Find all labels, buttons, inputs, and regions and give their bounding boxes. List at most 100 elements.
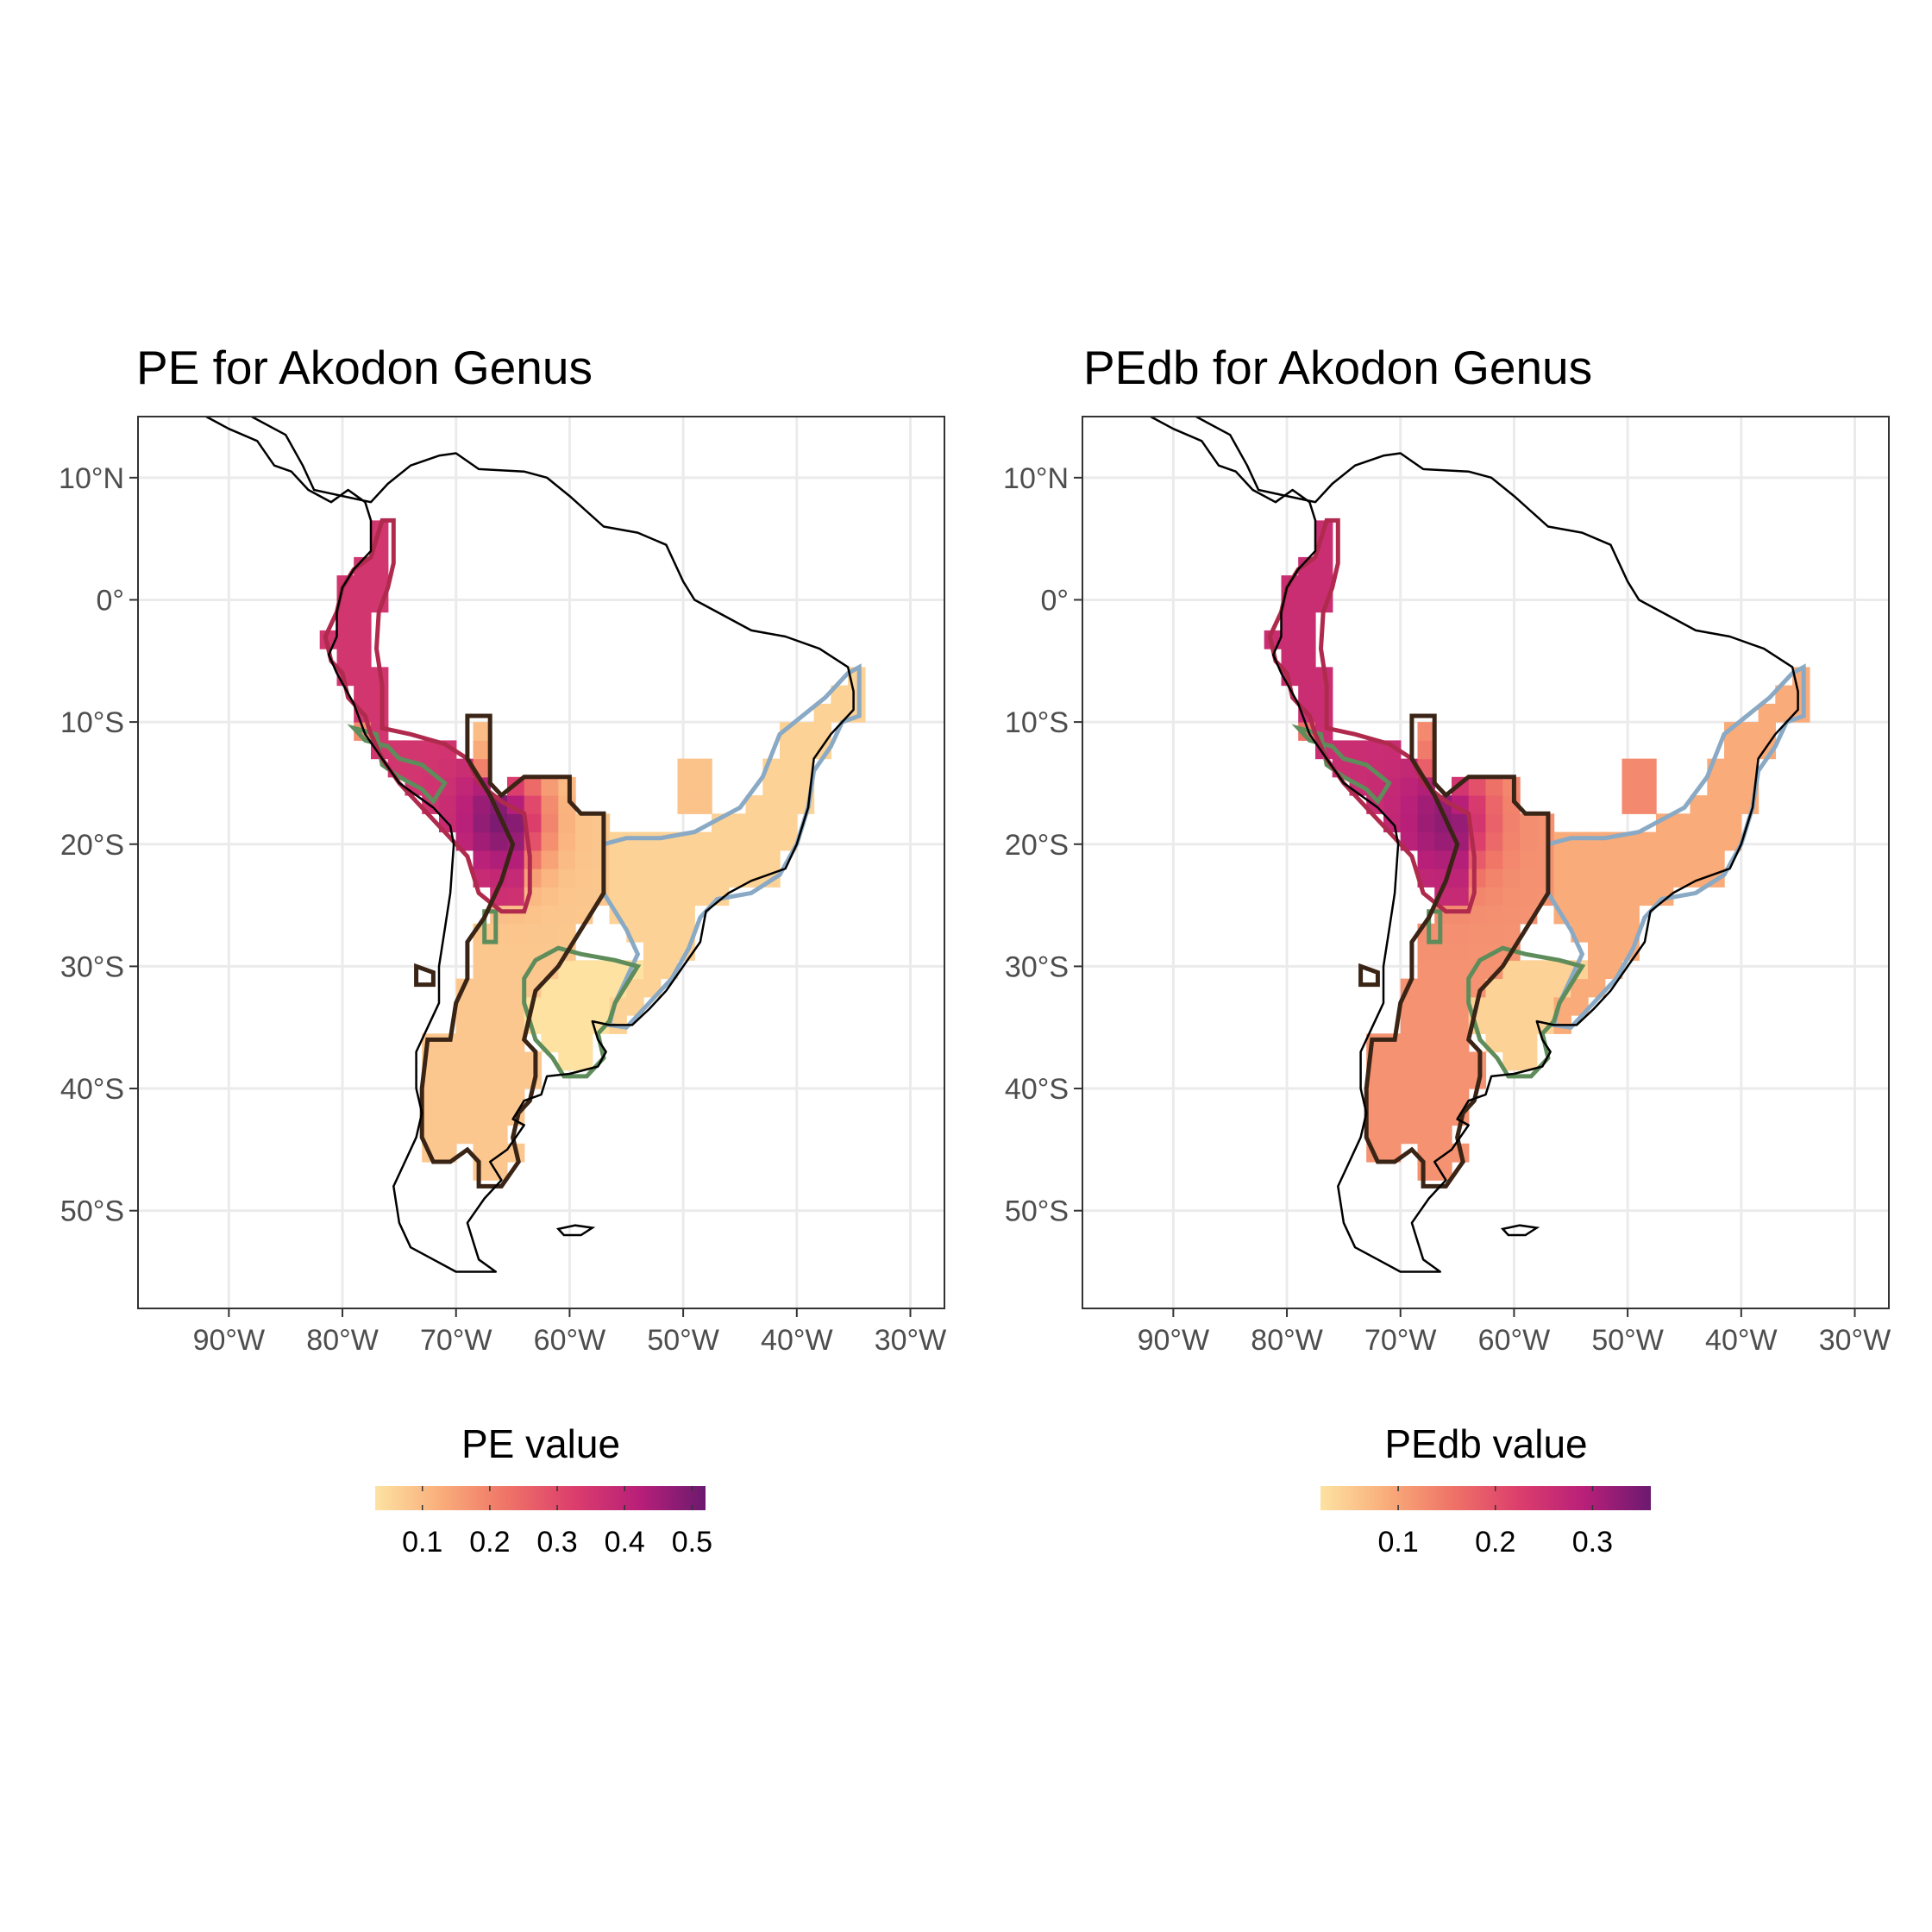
raster-cell — [1536, 1015, 1555, 1034]
raster-cell — [507, 923, 525, 943]
colorbar-tick-label: 0.3 — [1572, 1526, 1613, 1559]
raster-cell — [1298, 575, 1316, 594]
raster-cell — [1417, 1051, 1435, 1071]
raster-cell — [1452, 1070, 1470, 1089]
raster-cell — [473, 850, 491, 869]
raster-cell — [1315, 556, 1333, 576]
colorbar-tick-label: 0.4 — [605, 1526, 645, 1559]
raster-cell — [1434, 960, 1452, 980]
raster-cell — [592, 850, 611, 869]
raster-cell — [524, 850, 543, 869]
raster-cell — [473, 1033, 491, 1053]
pe-raster — [319, 520, 866, 1181]
raster-cell — [1502, 923, 1521, 943]
raster-cell — [1417, 1107, 1435, 1126]
raster-cell — [1400, 1070, 1419, 1089]
raster-cell — [745, 813, 763, 833]
raster-cell — [1622, 795, 1640, 814]
raster-cell — [1656, 831, 1674, 851]
region-outline-small — [1358, 963, 1380, 988]
raster-cell — [677, 905, 695, 925]
raster-cell — [1485, 960, 1503, 980]
raster-cell — [422, 1070, 440, 1089]
y-tick-label: 40°S — [1005, 1073, 1069, 1106]
raster-cell — [1400, 813, 1419, 833]
raster-cell — [813, 722, 831, 741]
raster-cell — [1672, 831, 1691, 851]
raster-cell — [575, 887, 593, 906]
raster-cell — [1536, 978, 1555, 998]
raster-cell — [1417, 1015, 1435, 1034]
raster-cell — [1298, 667, 1316, 687]
raster-cell — [1571, 978, 1589, 998]
raster-cell — [439, 1033, 457, 1053]
raster-cell — [1400, 795, 1419, 814]
raster-cell — [1315, 575, 1333, 594]
x-tick-label: 40°W — [1705, 1324, 1778, 1357]
raster-cell — [473, 1051, 491, 1071]
raster-cell — [1434, 850, 1452, 869]
raster-cell — [1366, 740, 1384, 760]
raster-cell — [1485, 850, 1503, 869]
raster-cell — [1622, 869, 1640, 888]
y-tick-label: 0° — [1040, 584, 1069, 617]
raster-cell — [354, 685, 372, 705]
raster-cell — [1571, 869, 1589, 888]
raster-cell — [1383, 758, 1402, 778]
x-tick-label: 40°W — [761, 1324, 833, 1357]
raster-cell — [694, 758, 712, 778]
raster-cell — [1400, 996, 1419, 1016]
raster-cell — [575, 996, 593, 1016]
raster-cell — [455, 813, 474, 833]
coastline — [205, 417, 855, 1273]
raster-cell — [677, 795, 695, 814]
y-tick-label: 10°S — [60, 706, 124, 739]
raster-cell — [1571, 905, 1589, 925]
y-tick-label: 50°S — [60, 1195, 124, 1228]
raster-cell — [558, 960, 576, 980]
raster-cell — [1622, 776, 1640, 796]
raster-cell — [439, 1143, 457, 1163]
raster-cell — [1622, 905, 1640, 925]
raster-cell — [694, 795, 712, 814]
raster-cell — [1690, 831, 1708, 851]
raster-cell — [1417, 831, 1435, 851]
raster-cell — [1707, 850, 1725, 869]
raster-cell — [541, 978, 559, 998]
raster-cell — [1485, 996, 1503, 1016]
raster-cell — [1417, 960, 1435, 980]
raster-cell — [1639, 850, 1657, 869]
raster-cell — [439, 1088, 457, 1107]
raster-cell — [507, 887, 525, 906]
raster-cell — [780, 722, 798, 741]
raster-cell — [796, 758, 815, 778]
raster-cell — [660, 850, 679, 869]
raster-cell — [490, 996, 508, 1016]
y-tick-label: 30°S — [1005, 950, 1069, 983]
raster-cell — [1741, 722, 1760, 741]
raster-cell — [677, 758, 695, 778]
raster-cell — [643, 831, 662, 851]
raster-cell — [1417, 996, 1435, 1016]
raster-cell — [1724, 831, 1742, 851]
raster-cell — [712, 831, 730, 851]
raster-cell — [780, 831, 798, 851]
raster-cell — [387, 740, 406, 760]
raster-cell — [1536, 869, 1555, 888]
raster-cell — [592, 869, 611, 888]
raster-cell — [1622, 758, 1640, 778]
raster-cell — [1315, 703, 1333, 723]
raster-cell — [507, 813, 525, 833]
raster-cell — [1639, 869, 1657, 888]
raster-cell — [558, 869, 576, 888]
raster-cell — [541, 887, 559, 906]
raster-cell — [524, 1051, 543, 1071]
raster-cell — [575, 960, 593, 980]
raster-cell — [1452, 1015, 1470, 1034]
raster-cell — [728, 869, 747, 888]
raster-cell — [1298, 612, 1316, 631]
raster-cell — [1434, 1125, 1452, 1145]
raster-cell — [1468, 869, 1487, 888]
raster-cell — [1707, 831, 1725, 851]
raster-cell — [694, 831, 712, 851]
